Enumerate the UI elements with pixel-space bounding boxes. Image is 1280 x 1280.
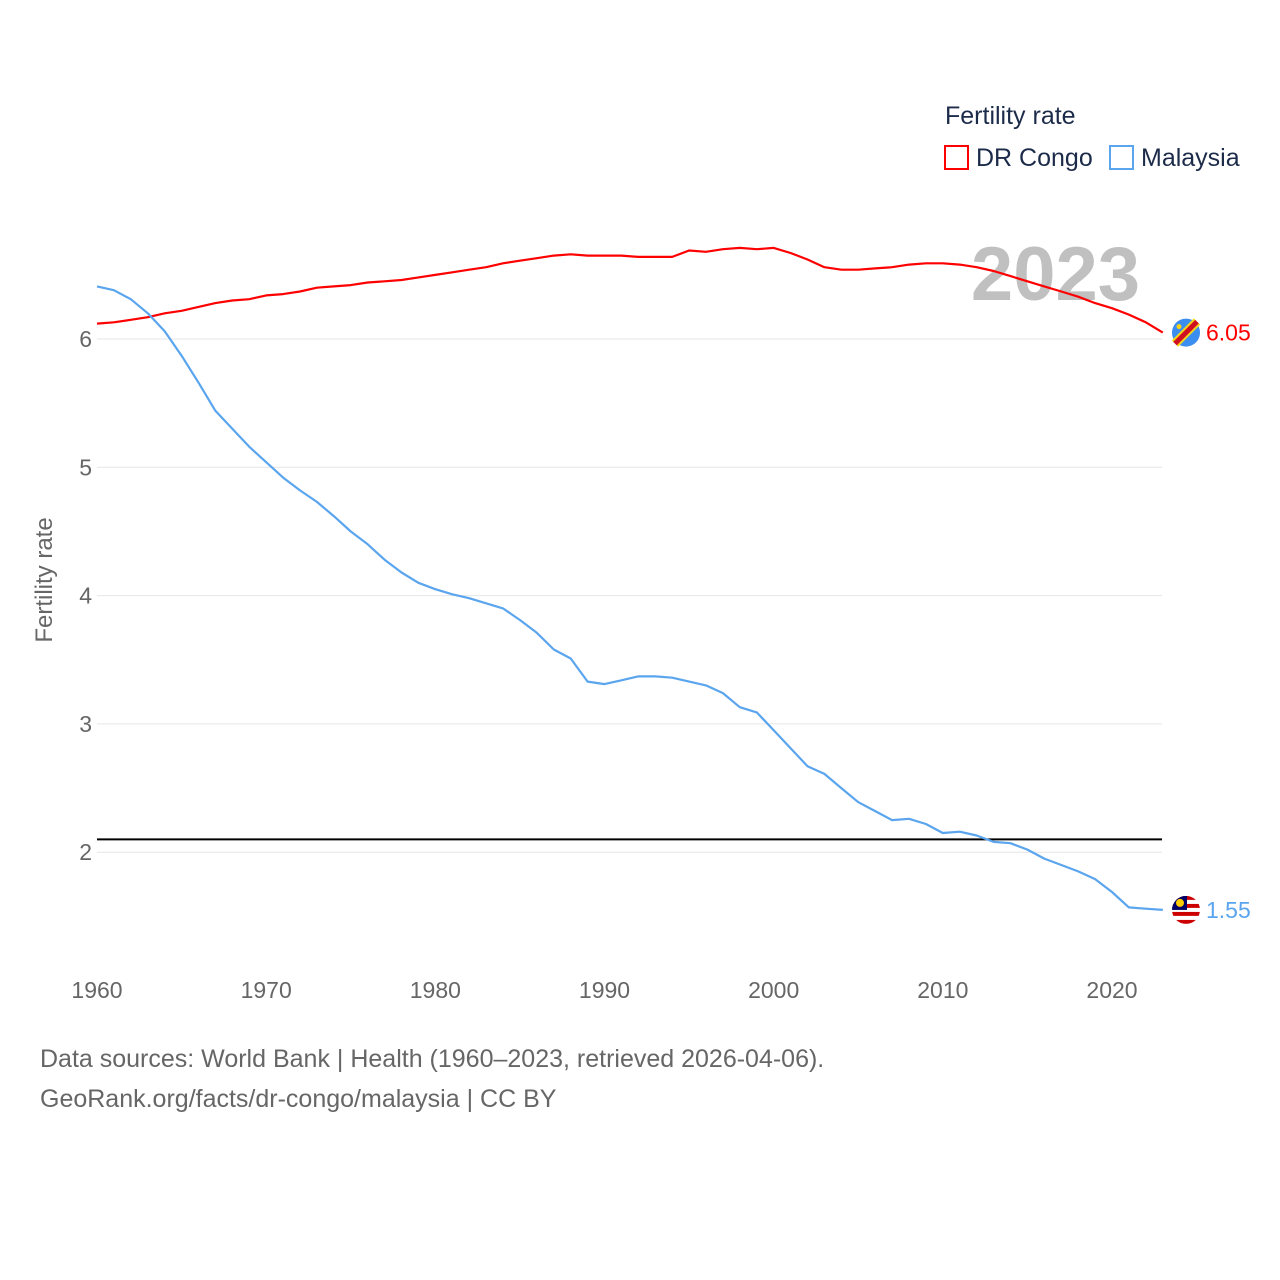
end-label-malaysia: 1.55 — [1206, 897, 1251, 923]
series-line-malaysia — [96, 285, 1163, 911]
y-tick-label: 5 — [79, 454, 92, 480]
legend-title: Fertility rate — [945, 102, 1076, 130]
y-tick-label: 4 — [79, 583, 92, 609]
legend-label-malaysia: Malaysia — [1141, 144, 1240, 172]
flag-dr-congo-icon — [1171, 318, 1201, 347]
flag-star — [1176, 324, 1182, 330]
x-tick-label: 2000 — [748, 977, 799, 1003]
legend-item-dr-congo[interactable]: DR Congo — [944, 144, 1093, 172]
y-tick-label: 2 — [79, 839, 92, 865]
legend-swatch-malaysia — [1109, 145, 1134, 170]
y-tick-label: 6 — [79, 326, 92, 352]
flag-crescent — [1176, 898, 1184, 907]
x-tick-label: 2010 — [917, 977, 968, 1003]
flag-malaysia-icon — [1172, 895, 1200, 924]
x-tick-label: 2020 — [1086, 977, 1137, 1003]
flag-stripe — [1172, 911, 1200, 916]
x-tick-label: 1970 — [241, 977, 292, 1003]
footer-attribution: GeoRank.org/facts/dr-congo/malaysia | CC… — [40, 1085, 557, 1113]
legend-label-dr-congo: DR Congo — [976, 144, 1093, 172]
y-tick-label: 3 — [79, 711, 92, 737]
end-label-dr-congo: 6.05 — [1206, 320, 1251, 346]
x-tick-label: 1990 — [579, 977, 630, 1003]
legend-swatch-dr-congo — [944, 145, 969, 170]
legend-item-malaysia[interactable]: Malaysia — [1109, 144, 1240, 172]
x-tick-label: 1960 — [71, 977, 122, 1003]
x-tick-label: 1980 — [410, 977, 461, 1003]
flag-stripe — [1172, 915, 1200, 920]
flag-stripe-red — [1173, 319, 1199, 346]
series-line-dr-congo — [96, 246, 1164, 334]
footer-sources: Data sources: World Bank | Health (1960–… — [40, 1045, 825, 1073]
grid — [97, 338, 1162, 853]
flag-stripe — [1172, 919, 1200, 924]
flag-stripes — [1172, 895, 1200, 924]
y-axis-label: Fertility rate — [31, 517, 58, 642]
year-watermark: 2023 — [971, 232, 1140, 317]
